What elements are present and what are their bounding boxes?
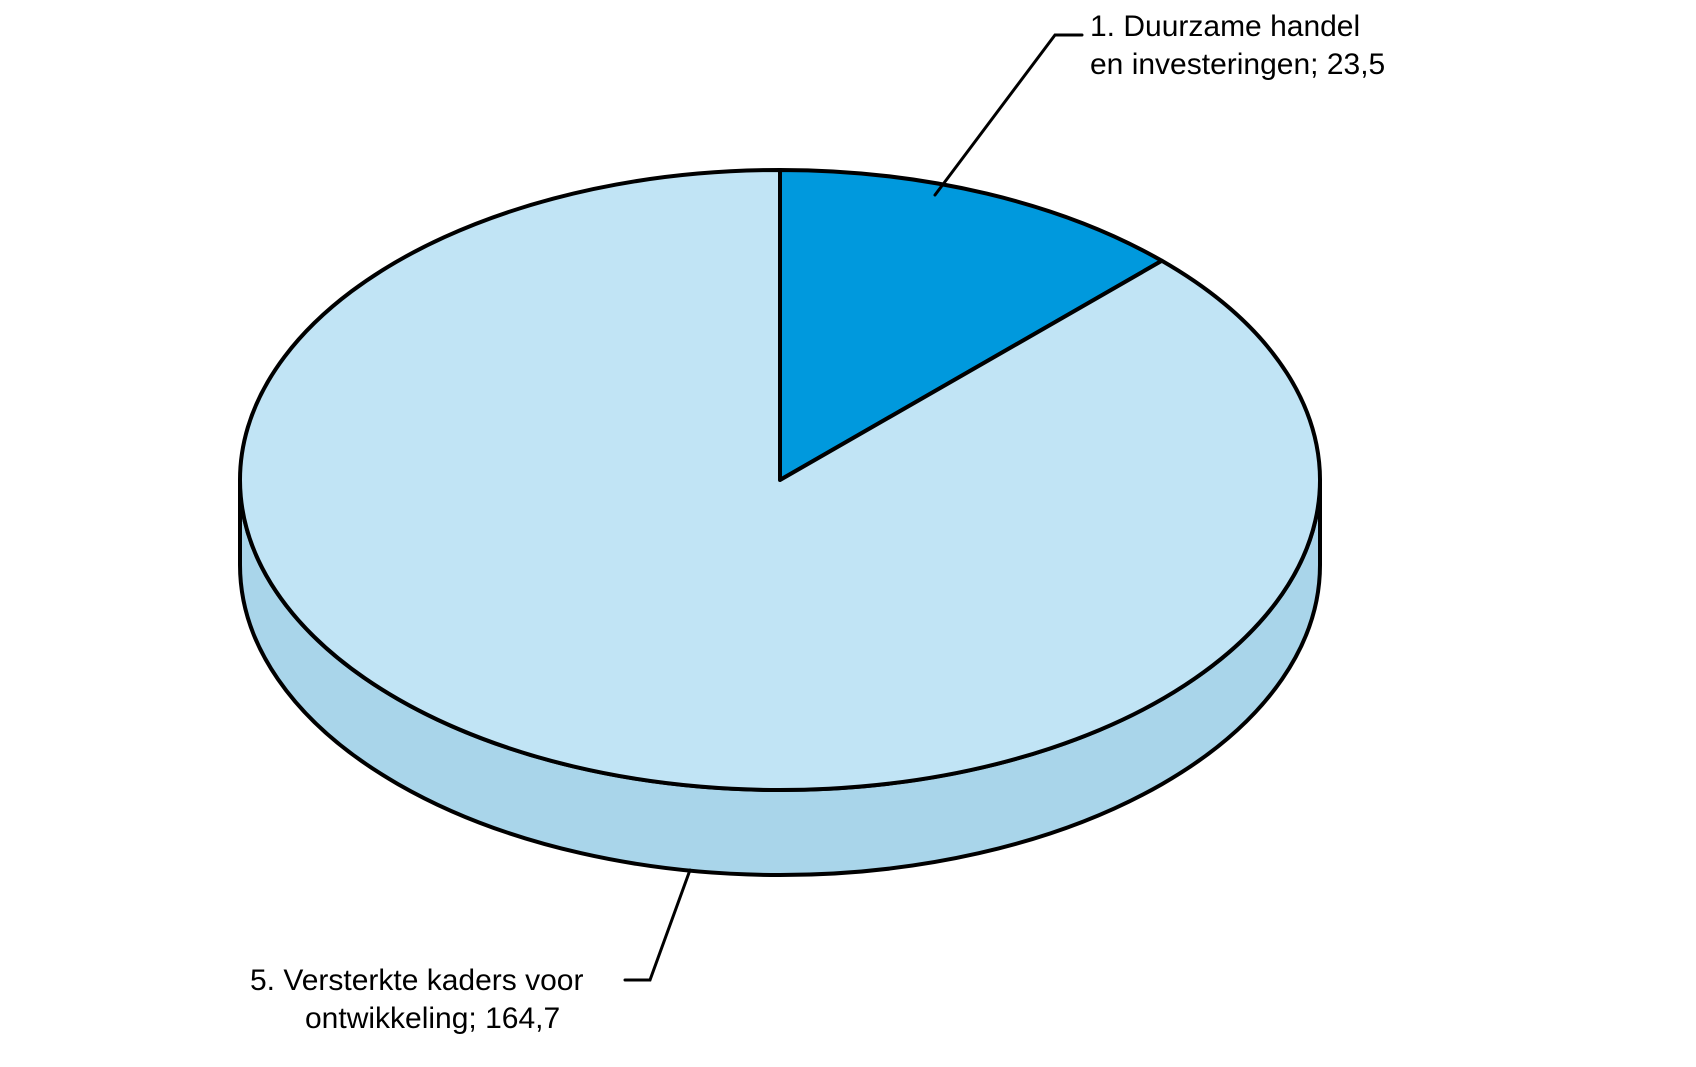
pie-chart-svg bbox=[0, 0, 1696, 1062]
slice-label-slice-1: 1. Duurzame handelen investeringen; 23,5 bbox=[1090, 8, 1385, 83]
leader-line-slice-5 bbox=[625, 870, 690, 980]
slice-label-line1: 1. Duurzame handel bbox=[1090, 8, 1385, 46]
pie-chart-3d: 1. Duurzame handelen investeringen; 23,5… bbox=[0, 0, 1696, 1062]
leader-line-slice-1 bbox=[935, 35, 1082, 195]
slice-label-line2: ontwikkeling; 164,7 bbox=[250, 1000, 584, 1038]
pie-slice-slice-5 bbox=[240, 170, 1320, 790]
slice-label-line1: 5. Versterkte kaders voor bbox=[250, 962, 584, 1000]
slice-label-slice-5: 5. Versterkte kaders voorontwikkeling; 1… bbox=[250, 962, 584, 1037]
slice-label-line2: en investeringen; 23,5 bbox=[1090, 46, 1385, 84]
